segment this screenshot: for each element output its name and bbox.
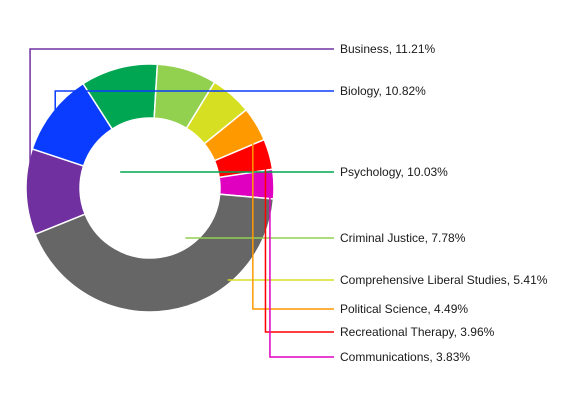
leader-line-recreational-therapy [264, 155, 334, 333]
slice-label-recreational-therapy: Recreational Therapy, 3.96% [340, 325, 495, 339]
slice-label-psychology: Psychology, 10.03% [340, 165, 448, 179]
slice-label-criminal-justice: Criminal Justice, 7.78% [340, 231, 466, 245]
slice-label-business: Business, 11.21% [340, 42, 435, 56]
slices-group [25, 63, 275, 313]
leader-line-biology [54, 90, 334, 115]
leader-line-political-science [252, 126, 334, 310]
slice-other [34, 193, 275, 313]
leader-line-communications [269, 184, 334, 358]
slice-label-comprehensive-liberal-studies: Comprehensive Liberal Studies, 5.41% [340, 273, 548, 287]
slice-label-political-science: Political Science, 4.49% [340, 302, 468, 316]
leader-line-business [29, 48, 334, 192]
labels-group: Business, 11.21% Biology, 10.82% Psycholog… [340, 42, 548, 364]
slice-label-communications: Communications, 3.83% [340, 350, 470, 364]
leaders-group [29, 48, 334, 358]
slice-label-biology: Biology, 10.82% [340, 84, 426, 98]
